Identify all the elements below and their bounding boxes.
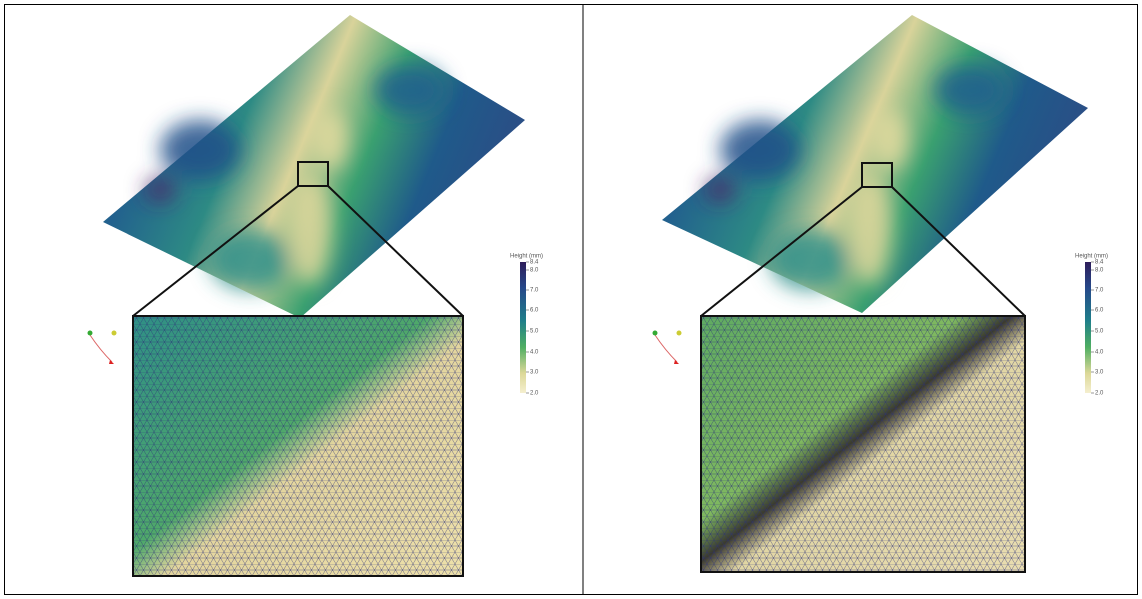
- axes-icon: [90, 335, 112, 362]
- colorbar-tick-label: 2.0: [1095, 391, 1104, 397]
- colorbar-tick-label: 4.0: [530, 350, 539, 356]
- panel: Height (mm)8.48.07.06.05.04.03.02.0: [653, 15, 1109, 572]
- terrain-patch: [288, 175, 332, 285]
- colorbar-tick-label: 8.4: [530, 260, 539, 266]
- colorbar-tick-label: 7.0: [530, 288, 539, 294]
- axis-z: [677, 331, 682, 336]
- axis-y: [653, 331, 658, 336]
- terrain-patch: [375, 65, 445, 115]
- terrain-patch: [848, 175, 892, 285]
- colorbar-tick-label: 6.0: [530, 308, 539, 314]
- axis-y: [88, 331, 93, 336]
- figure: Height (mm)8.48.07.06.05.04.03.02.0Heigh…: [0, 0, 1142, 599]
- colorbar-tick-label: 7.0: [1095, 288, 1104, 294]
- colorbar: [1085, 262, 1091, 393]
- mesh: [701, 316, 1025, 572]
- colorbar-tick-label: 5.0: [1095, 329, 1104, 335]
- colorbar-tick-label: 8.4: [1095, 260, 1104, 266]
- terrain-patch: [872, 110, 908, 170]
- colorbar-tick-label: 4.0: [1095, 350, 1104, 356]
- colorbar-tick-label: 5.0: [530, 329, 539, 335]
- colorbar-tick-label: 3.0: [530, 370, 539, 376]
- colorbar-tick-label: 3.0: [1095, 370, 1104, 376]
- colorbar-tick-label: 2.0: [530, 391, 539, 397]
- terrain-patch: [705, 178, 735, 202]
- mesh: [133, 316, 463, 576]
- terrain-patch: [210, 230, 290, 290]
- colorbar: [520, 262, 526, 393]
- colorbar-tick-label: 6.0: [1095, 308, 1104, 314]
- panel: Height (mm)8.48.07.06.05.04.03.02.0: [88, 15, 544, 576]
- axes-icon: [655, 335, 677, 362]
- terrain-patch: [145, 178, 175, 202]
- terrain-patch: [770, 230, 850, 290]
- terrain-patch: [720, 120, 800, 180]
- colorbar-tick-label: 8.0: [1095, 268, 1104, 274]
- axis-x: [109, 360, 114, 364]
- terrain-patch: [935, 65, 1005, 115]
- terrain-patch: [160, 120, 240, 180]
- axis-x: [674, 360, 679, 364]
- colorbar-tick-label: 8.0: [530, 268, 539, 274]
- axis-z: [112, 331, 117, 336]
